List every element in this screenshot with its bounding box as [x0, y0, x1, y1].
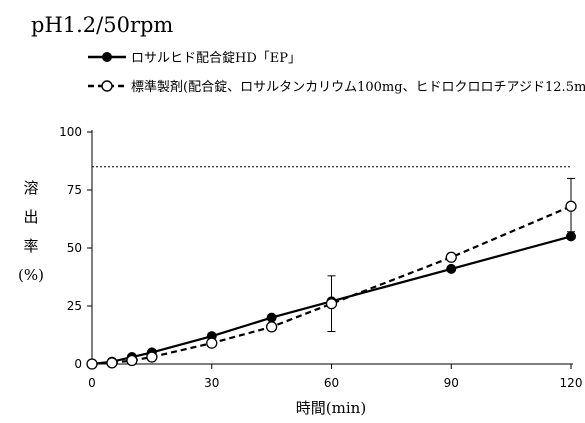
plot-area: 0 25 50 75 100 0 30 60 90 120 [59, 125, 582, 390]
series-1-point [126, 354, 138, 367]
x-tick-label: 120 [560, 376, 583, 390]
x-tick-label: 90 [444, 376, 459, 390]
series-1-point [146, 351, 158, 363]
series-1-point [265, 321, 278, 333]
y-tick-label: 100 [59, 125, 82, 139]
legend-label-test: ロサルヒド配合錠HD「EP」 [131, 51, 301, 66]
series-0-point [566, 231, 576, 242]
y-axis-label: 溶 出 率 (%) [18, 179, 44, 284]
series-1-point [565, 200, 577, 212]
series-0-point [446, 263, 457, 274]
series-1-point [206, 337, 218, 349]
y-tick-label: 75 [67, 183, 82, 197]
series-1-point [86, 358, 98, 370]
x-tick-label: 30 [204, 376, 219, 390]
y-tick-label: 25 [67, 299, 82, 313]
y-tick-label: 0 [74, 357, 82, 371]
series-0-point [266, 312, 277, 323]
y-tick-label: 50 [67, 241, 82, 255]
x-axis-label: 時間(min) [296, 399, 366, 417]
legend: ロサルヒド配合錠HD「EP」 標準製剤(配合錠、ロサルタンカリウム100mg、ヒ… [88, 51, 585, 95]
y-axis-label-char-0: 溶 [23, 179, 38, 197]
x-tick-label: 60 [324, 376, 339, 390]
legend-marker-test [102, 52, 112, 62]
series-1-point [445, 251, 457, 263]
series-1-point [106, 357, 118, 369]
y-axis-label-char-3: (%) [18, 266, 44, 284]
series-1-point [325, 298, 338, 310]
x-tick-label: 0 [88, 376, 96, 390]
y-axis-label-char-2: 率 [23, 237, 38, 255]
y-axis-label-char-1: 出 [23, 208, 38, 226]
chart-title: pH1.2/50rpm [31, 13, 173, 37]
legend-marker-reference [101, 80, 113, 92]
legend-label-reference: 標準製剤(配合錠、ロサルタンカリウム100mg、ヒドロクロロチアジド12.5mg… [131, 79, 585, 95]
